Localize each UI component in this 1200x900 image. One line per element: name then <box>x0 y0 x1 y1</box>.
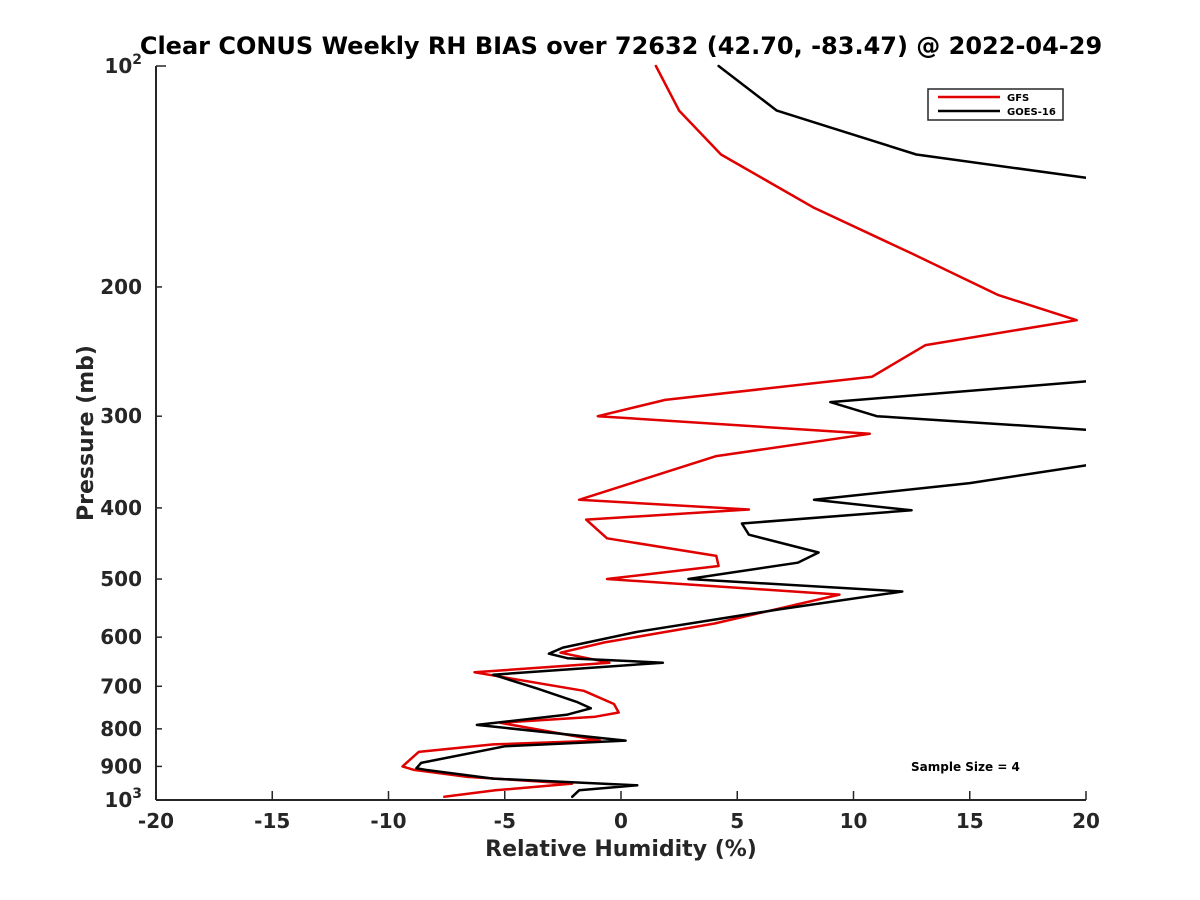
legend-label-gfs: GFS <box>1007 93 1029 104</box>
series-line-gfs <box>401 64 1078 799</box>
y-tick-label: 300 <box>100 404 142 428</box>
series-lines <box>401 64 1086 799</box>
legend: GFS GOES-16 <box>927 88 1064 121</box>
x-axis-label: Relative Humidity (%) <box>485 837 757 862</box>
x-tick-label: 15 <box>956 809 984 833</box>
y-tick-label: 500 <box>100 567 142 591</box>
legend-label-goes16: GOES-16 <box>1007 107 1056 118</box>
x-tick-label: 5 <box>730 809 744 833</box>
legend-box <box>927 88 1064 121</box>
x-tick-label: -10 <box>370 809 406 833</box>
y-tick-label: 700 <box>100 674 142 698</box>
y-tick-label: 103 <box>104 786 142 812</box>
x-tick-label: 10 <box>840 809 868 833</box>
y-tick-label: 600 <box>100 625 142 649</box>
y-tick-label: 400 <box>100 496 142 520</box>
x-tick-label: 0 <box>614 809 628 833</box>
x-tick-label: 20 <box>1072 809 1100 833</box>
y-tick-label: 900 <box>100 754 142 778</box>
series-line-goes16 <box>415 64 1086 799</box>
y-tick-label: 800 <box>100 717 142 741</box>
y-axis-label: Pressure (mb) <box>74 345 99 521</box>
sample-size-annotation: Sample Size = 4 <box>911 760 1020 774</box>
chart-title: Clear CONUS Weekly RH BIAS over 72632 (4… <box>140 32 1102 60</box>
x-tick-label: -15 <box>254 809 290 833</box>
y-tick-label: 102 <box>104 52 142 78</box>
x-tick-label: -5 <box>494 809 516 833</box>
x-tick-label: -20 <box>138 809 174 833</box>
y-tick-label: 200 <box>100 275 142 299</box>
axis-ticks: -20 -15 -10 -5 0 5 10 15 20 102 200 300 400 500 600 700… <box>100 52 1100 833</box>
